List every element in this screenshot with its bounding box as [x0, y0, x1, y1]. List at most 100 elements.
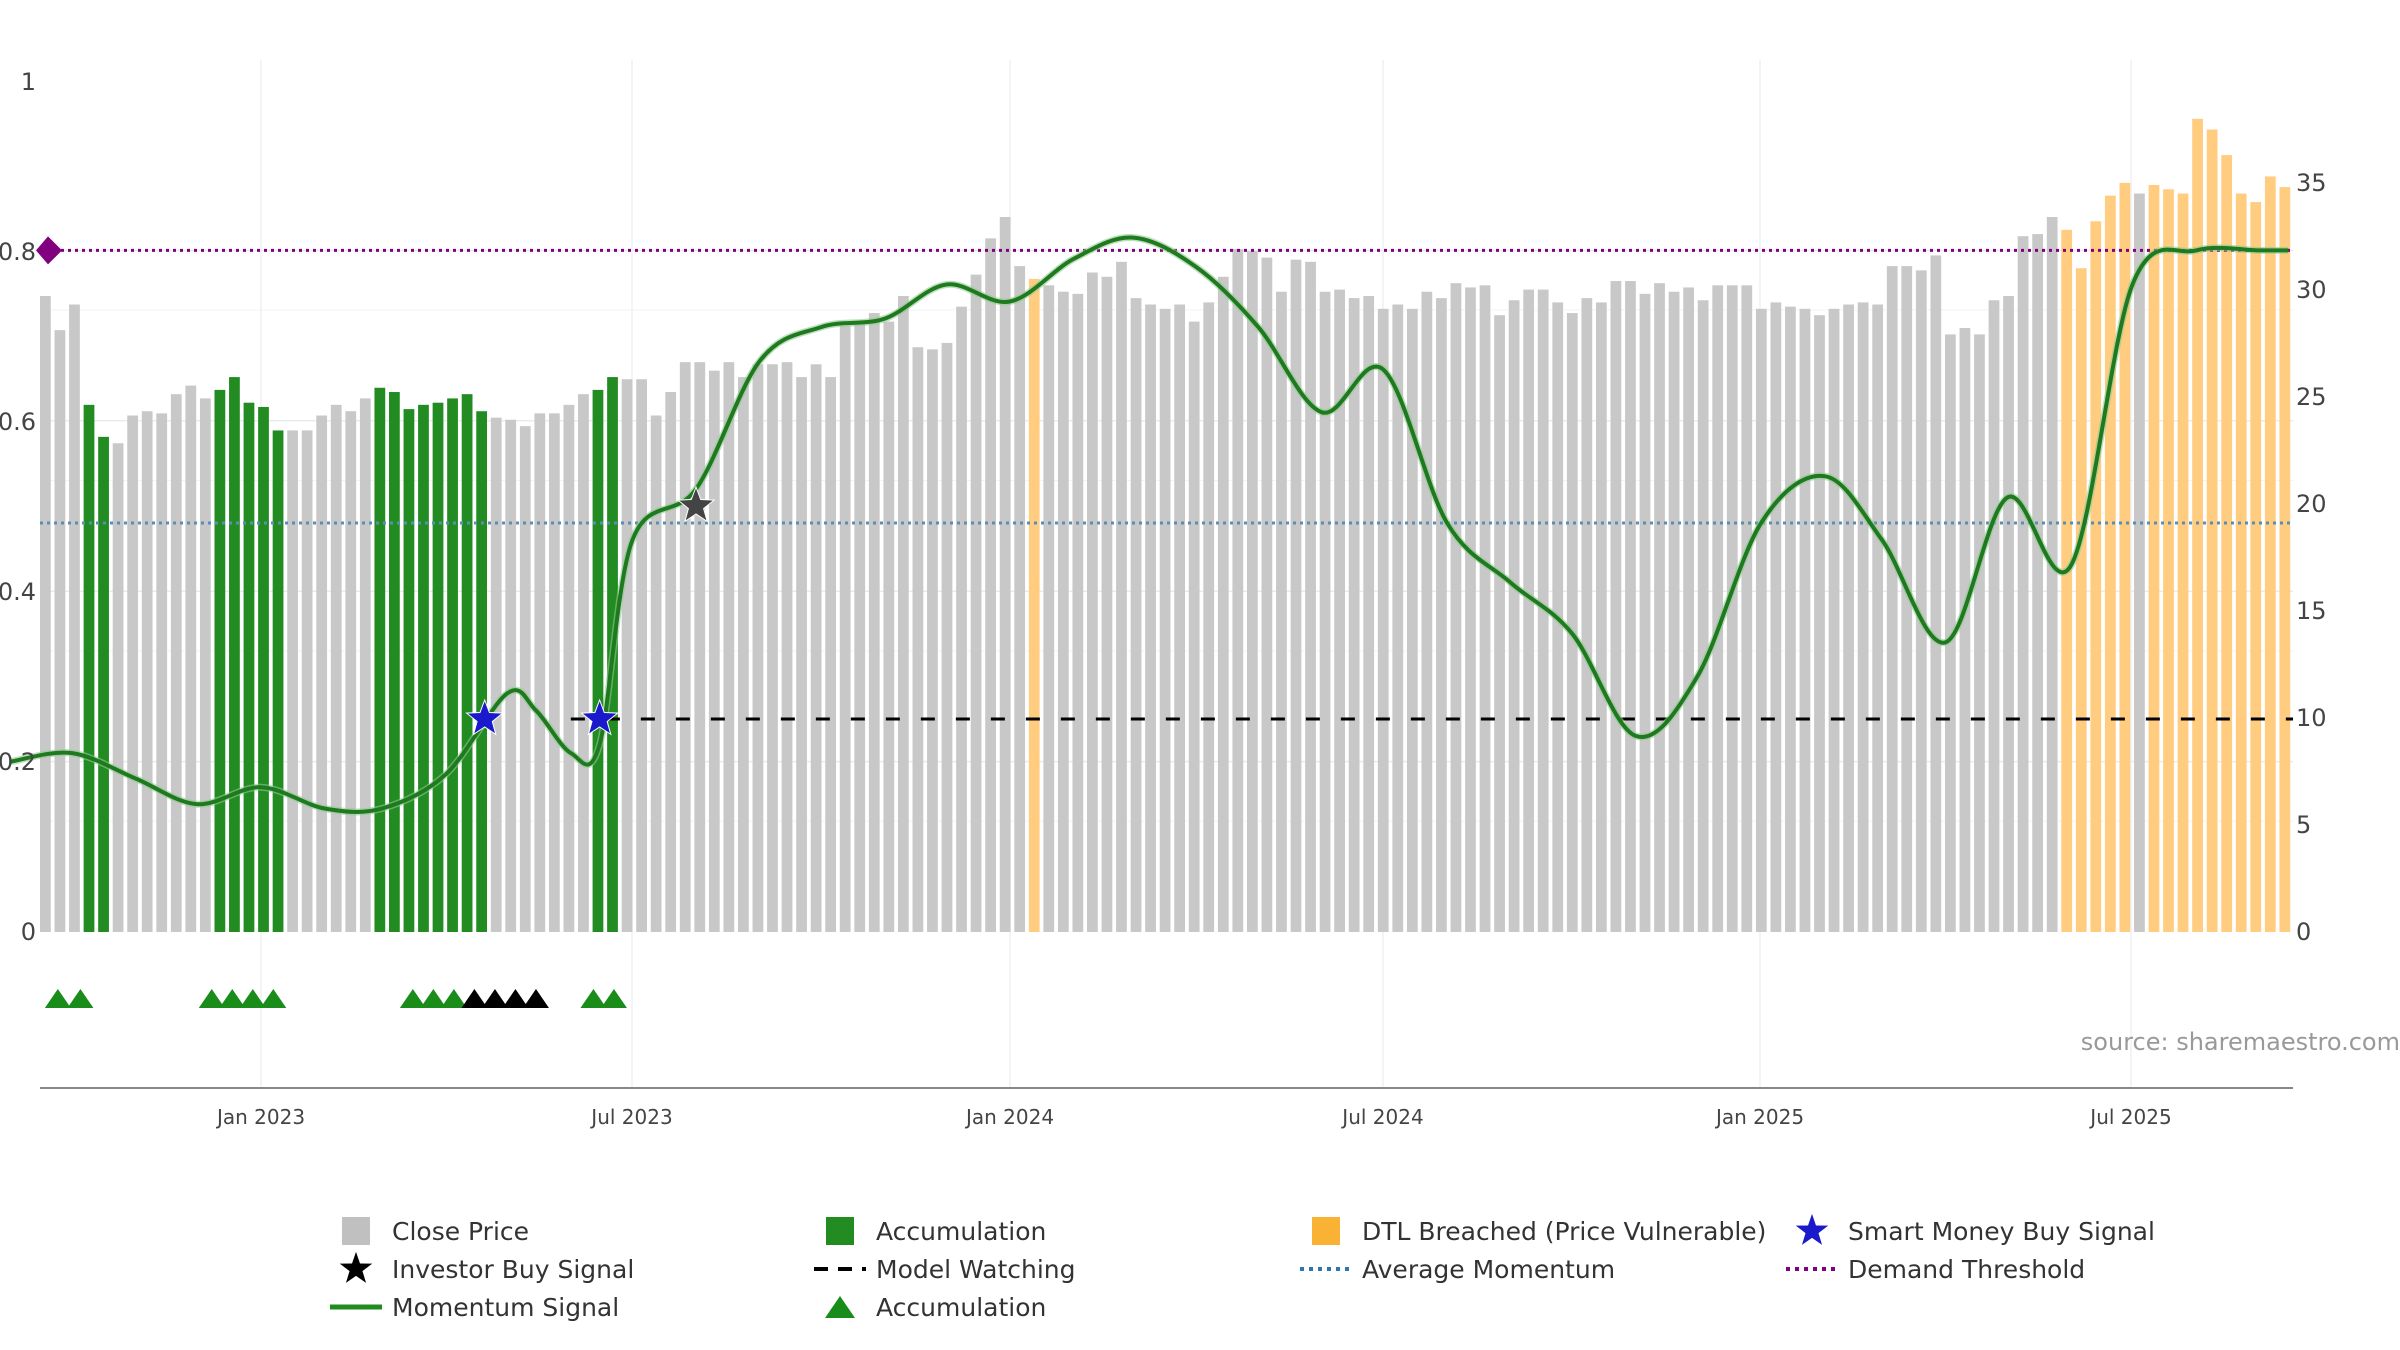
dotted-blue-line-icon	[1300, 1250, 1352, 1288]
close-price-bar	[2046, 217, 2058, 932]
accumulation-triangle	[420, 989, 447, 1008]
accumulation-triangle	[219, 989, 246, 1008]
legend-label: Momentum Signal	[392, 1292, 620, 1322]
close-price-bar	[578, 394, 589, 932]
close-price-bar	[1857, 302, 1869, 932]
close-price-bar	[1683, 287, 1694, 932]
close-price-bar	[1610, 281, 1622, 932]
accumulation-triangle	[600, 989, 627, 1008]
close-price-bar	[723, 362, 735, 932]
close-price-bar	[1203, 302, 1215, 932]
legend-label: Close Price	[392, 1216, 530, 1246]
close-price-bar	[1523, 289, 1535, 933]
y-right-tick: 25	[2296, 383, 2327, 411]
close-price-bar	[752, 364, 764, 932]
accumulation-bar	[592, 389, 604, 932]
accumulation-bar	[432, 402, 444, 932]
legend: Close Price Accumulation DTL Breached (P…	[330, 1212, 2230, 1332]
dtl-breached-bar	[2090, 221, 2102, 932]
legend-item-smart-money: Smart Money Buy Signal	[1786, 1212, 2155, 1250]
momentum-signal-line	[10, 235, 2289, 814]
legend-item-investor-buy: Investor Buy Signal	[330, 1250, 634, 1288]
close-price-bar	[1246, 251, 1258, 932]
close-price-bar	[708, 370, 720, 932]
dtl-breached-bar	[2104, 195, 2116, 933]
close-price-bar	[1581, 298, 1593, 932]
momentum-signal	[9, 234, 2289, 816]
dashed-line-icon	[814, 1250, 866, 1288]
close-price-bar	[1785, 306, 1796, 932]
close-price-bar	[330, 404, 342, 933]
close-price-bar	[1159, 308, 1171, 932]
close-price-bar	[636, 379, 647, 933]
close-price-bar	[1494, 315, 1505, 932]
close-price-bar	[1290, 259, 1302, 932]
accumulation-bar	[272, 430, 284, 932]
dtl-breached-bar	[2264, 176, 2276, 932]
close-price-bar	[912, 347, 924, 933]
close-price-bar	[1392, 304, 1404, 932]
legend-item-average-momentum: Average Momentum	[1300, 1250, 1615, 1288]
signal-markers	[44, 485, 716, 1008]
close-price-bar	[1116, 261, 1127, 933]
accumulation-triangle	[260, 989, 287, 1008]
close-price-bar	[141, 411, 153, 933]
close-price-bar	[548, 413, 560, 932]
legend-item-demand-threshold: Demand Threshold	[1786, 1250, 2085, 1288]
accumulation-bar	[83, 404, 95, 933]
accumulation-triangle	[198, 989, 225, 1008]
smart-money-buy-star	[465, 698, 505, 736]
close-price-bar	[1668, 291, 1680, 933]
close-price-bar	[316, 415, 328, 932]
price-bars	[40, 118, 2291, 933]
dtl-breached-bar	[2075, 268, 2087, 932]
close-price-bar	[694, 362, 706, 932]
legend-label: Demand Threshold	[1848, 1254, 2086, 1284]
accumulation-bar	[418, 404, 429, 933]
accumulation-bar	[447, 398, 458, 932]
accumulation-triangle-black	[522, 989, 549, 1008]
y-right-tick: 0	[2296, 918, 2311, 946]
y-right-tick: 35	[2296, 169, 2327, 197]
close-price-bar	[199, 398, 211, 932]
close-price-bar	[301, 430, 313, 932]
close-price-bar	[1145, 304, 1156, 932]
close-price-bar	[1843, 304, 1854, 932]
blue-star-icon	[1786, 1212, 1838, 1250]
close-price-bar	[985, 238, 996, 933]
close-price-bar	[1406, 308, 1418, 932]
close-price-bar	[1363, 295, 1375, 933]
close-price-bar	[781, 362, 793, 932]
close-price-bar	[1276, 291, 1287, 933]
close-price-bar	[1828, 308, 1840, 932]
legend-item-accumulation-bar: Accumulation	[814, 1212, 1046, 1250]
close-price-bar	[1872, 304, 1884, 932]
close-price-bar	[839, 325, 851, 932]
dtl-breached-bar	[2279, 187, 2291, 932]
demand-threshold-marker	[36, 236, 62, 265]
y-right-tick: 10	[2296, 704, 2327, 732]
close-price-bar	[127, 415, 139, 932]
close-price-bar	[40, 295, 51, 933]
gray-square-icon	[330, 1212, 382, 1250]
y-right-tick: 30	[2296, 276, 2327, 304]
green-triangle-icon	[814, 1288, 866, 1326]
green-square-icon	[814, 1212, 866, 1250]
close-price-bar	[1334, 289, 1345, 933]
accumulation-bar	[461, 394, 473, 932]
accumulation-bar	[214, 389, 226, 932]
close-price-bar	[345, 411, 357, 933]
close-price-bar	[69, 304, 80, 932]
x-tick-label: Jan 2024	[964, 1105, 1054, 1129]
close-price-bar	[1450, 283, 1462, 932]
close-price-bar	[1726, 285, 1738, 932]
close-price-bar	[1465, 287, 1476, 932]
legend-label: Accumulation	[876, 1292, 1047, 1322]
accumulation-bar	[229, 377, 240, 933]
close-price-bar	[999, 217, 1011, 932]
close-price-bar	[1072, 293, 1084, 933]
accumulation-triangle-black	[502, 989, 529, 1008]
accumulation-bar	[476, 411, 488, 933]
legend-label: Accumulation	[876, 1216, 1047, 1246]
y-axis-left: 0 0.2 0.4 0.6 0.8 1	[0, 68, 36, 946]
